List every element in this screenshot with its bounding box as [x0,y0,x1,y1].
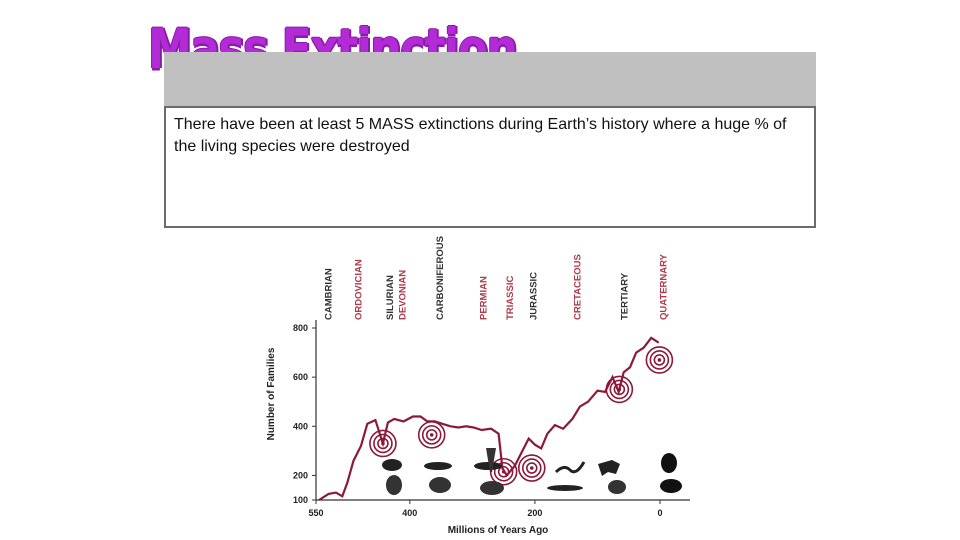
period-label: ORDOVICIAN [354,259,365,320]
trilobite-icon [386,475,402,495]
period-label: CRETACEOUS [572,254,583,320]
period-label: PERMIAN [479,276,490,320]
extinction-target-icon [605,375,634,404]
y-tick-label: 400 [293,421,308,431]
x-tick-label: 550 [308,508,323,518]
x-tick-label: 0 [657,508,662,518]
x-tick-label: 200 [527,508,542,518]
snake-icon [554,461,586,474]
period-label: TERTIARY [619,272,630,320]
gorilla-icon [661,453,677,473]
y-axis-label: Number of Families [266,347,277,440]
period-label: DEVONIAN [397,270,408,320]
mammal-icon [660,479,682,493]
period-label: SILURIAN [385,275,396,320]
snail-icon [608,480,626,494]
reptile-icon [480,481,504,495]
extinction-target-icon [417,421,446,449]
period-label: TRIASSIC [505,276,516,320]
content-box: There have been at least 5 MASS extincti… [164,106,816,228]
crocodile-icon [547,485,583,491]
trilobite-icon [382,459,402,471]
shell-icon [429,477,451,493]
crinoid-icon [486,448,496,472]
fossil-icons [382,448,682,495]
extinction-chart: CAMBRIAN ORDOVICIAN SILURIAN DEVONIAN CARBON… [266,236,690,536]
title-band [164,52,816,106]
period-label: CAMBRIAN [324,268,335,320]
period-label: QUATERNARY [659,253,670,320]
extinction-target-icon [369,429,397,458]
y-tick-label: 100 [293,495,308,505]
period-labels: CAMBRIAN ORDOVICIAN SILURIAN DEVONIAN CARBON… [324,236,670,320]
dinosaur-icon [598,460,620,476]
extinction-target-icon [517,454,546,482]
body-text: There have been at least 5 MASS extincti… [174,116,787,155]
axes [315,320,690,501]
x-axis-label: Millions of Years Ago [448,525,549,536]
tick-labels: 100 200 400 600 800 550 400 200 0 Millions of Yea… [266,323,663,536]
x-tick-label: 400 [402,508,417,518]
y-tick-label: 600 [293,372,308,382]
period-label: CARBONIFEROUS [435,236,446,320]
period-label: JURASSIC [529,272,540,320]
families-curve [318,336,660,501]
extinction-markers [369,346,674,486]
extinction-target-icon [645,346,674,374]
y-tick-label: 800 [293,323,308,333]
fish-icon [474,462,502,470]
y-tick-label: 200 [293,470,308,480]
fish-icon [424,462,452,470]
